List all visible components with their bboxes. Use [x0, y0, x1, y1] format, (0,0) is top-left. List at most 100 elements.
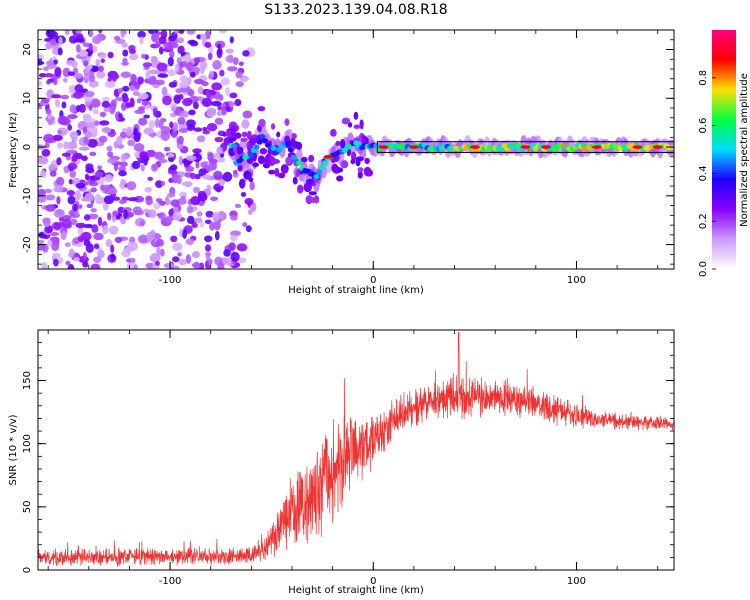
noise-blob: [67, 114, 78, 119]
track-blob: [274, 167, 280, 177]
snr-ytick-label: 100: [22, 434, 33, 453]
noise-blob: [93, 243, 100, 250]
noise-blob: [82, 252, 87, 261]
noise-blob: [78, 146, 90, 151]
track-blob: [364, 157, 370, 165]
chart-title: S133.2023.139.04.08.R18: [264, 2, 447, 18]
track-blob: [247, 156, 254, 165]
track-blob: [335, 140, 341, 147]
noise-blob: [138, 117, 148, 126]
noise-blob: [97, 249, 105, 259]
track-blob: [264, 157, 272, 167]
noise-blob: [155, 41, 161, 48]
snr-ytick-label: 50: [22, 500, 33, 513]
track-peak: [469, 145, 480, 149]
noise-blob: [167, 169, 178, 175]
noise-blob: [96, 70, 106, 79]
noise-blob: [204, 41, 212, 48]
noise-blob: [66, 190, 76, 196]
noise-blob: [92, 108, 99, 115]
noise-blob: [64, 242, 71, 247]
track-blob: [305, 178, 315, 185]
noise-blob: [146, 199, 153, 205]
noise-blob: [163, 41, 174, 51]
noise-blob: [186, 119, 196, 128]
noise-blob: [125, 102, 133, 108]
noise-blob: [76, 44, 81, 53]
noise-blob: [158, 46, 164, 55]
noise-blob: [176, 37, 185, 44]
noise-blob: [84, 121, 96, 129]
track-blob: [350, 151, 357, 161]
noise-blob: [54, 184, 64, 193]
noise-blob: [155, 238, 165, 247]
noise-blob: [100, 58, 106, 63]
noise-blob: [71, 134, 78, 143]
noise-blob: [168, 81, 177, 88]
noise-blob: [216, 187, 222, 193]
noise-blob: [78, 103, 86, 114]
noise-blob: [214, 230, 220, 241]
noise-blob: [84, 90, 95, 98]
noise-blob: [156, 246, 161, 257]
noise-blob: [193, 261, 201, 269]
noise-blob: [177, 117, 186, 125]
noise-blob: [201, 97, 213, 107]
spectrogram-xtick-label: -100: [159, 275, 182, 286]
noise-blob: [118, 170, 127, 177]
noise-blob: [216, 146, 224, 155]
track-blob: [308, 191, 317, 196]
noise-blob: [217, 262, 225, 269]
spectrogram-xlabel: Height of straight line (km): [288, 285, 424, 296]
noise-blob: [172, 122, 179, 132]
noise-blob: [155, 180, 163, 189]
noise-blob: [178, 30, 185, 34]
noise-blob: [198, 168, 207, 177]
noise-blob: [94, 120, 100, 126]
noise-blob: [192, 148, 202, 154]
noise-blob: [171, 106, 176, 112]
noise-blob: [196, 211, 203, 217]
track-blob: [257, 106, 266, 112]
snr-frame: [37, 329, 675, 571]
noise-blob: [151, 163, 158, 171]
track-blob: [233, 132, 242, 139]
track-peak: [408, 145, 419, 149]
track-core: [253, 144, 260, 150]
spectrogram-ytick-label: -20: [22, 236, 33, 252]
noise-blob: [151, 32, 160, 43]
track-blob: [336, 175, 344, 182]
noise-blob: [157, 73, 169, 78]
noise-blob: [46, 80, 51, 85]
noise-blob: [68, 252, 74, 258]
track-blob: [268, 169, 275, 175]
noise-blob: [217, 210, 226, 220]
noise-blob: [139, 220, 145, 227]
noise-blob: [38, 243, 46, 251]
noise-blob: [172, 211, 182, 221]
track-peak: [632, 145, 643, 149]
spectrogram-xtick-label: 100: [567, 275, 586, 286]
noise-blob: [185, 155, 197, 161]
noise-blob: [45, 204, 56, 212]
noise-blob: [120, 30, 126, 38]
spectrogram-ylabel: Frequency (Hz): [8, 112, 19, 188]
noise-blob: [61, 101, 67, 109]
noise-blob: [204, 235, 213, 243]
noise-blob: [102, 201, 109, 211]
noise-blob: [192, 186, 201, 194]
noise-blob: [141, 100, 149, 106]
noise-blob: [228, 242, 236, 251]
noise-blob: [84, 173, 90, 181]
noise-blob: [216, 43, 222, 49]
noise-blob: [176, 245, 182, 251]
noise-blob: [139, 151, 148, 160]
noise-blob: [94, 171, 104, 178]
noise-blob: [182, 98, 193, 107]
snr-xlabel: Height of straight line (km): [288, 585, 424, 596]
noise-blob: [194, 217, 203, 223]
noise-blob: [47, 114, 52, 120]
noise-blob: [73, 72, 83, 79]
noise-blob: [218, 94, 224, 102]
noise-blob: [214, 136, 224, 143]
